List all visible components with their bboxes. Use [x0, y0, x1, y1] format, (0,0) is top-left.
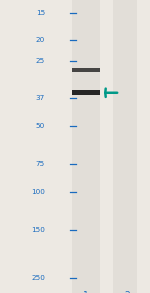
Bar: [113, 0, 136, 293]
Bar: [72, 68, 100, 72]
Text: 50: 50: [36, 123, 45, 129]
Text: 25: 25: [36, 58, 45, 64]
Bar: [72, 90, 100, 95]
Text: 100: 100: [31, 189, 45, 195]
Text: 150: 150: [31, 227, 45, 233]
Text: 75: 75: [36, 161, 45, 168]
Bar: [72, 0, 100, 293]
Text: 37: 37: [36, 95, 45, 101]
Text: 2: 2: [124, 290, 130, 293]
Text: 1: 1: [83, 290, 89, 293]
Text: 15: 15: [36, 10, 45, 16]
Text: 250: 250: [31, 275, 45, 281]
Text: 20: 20: [36, 37, 45, 43]
